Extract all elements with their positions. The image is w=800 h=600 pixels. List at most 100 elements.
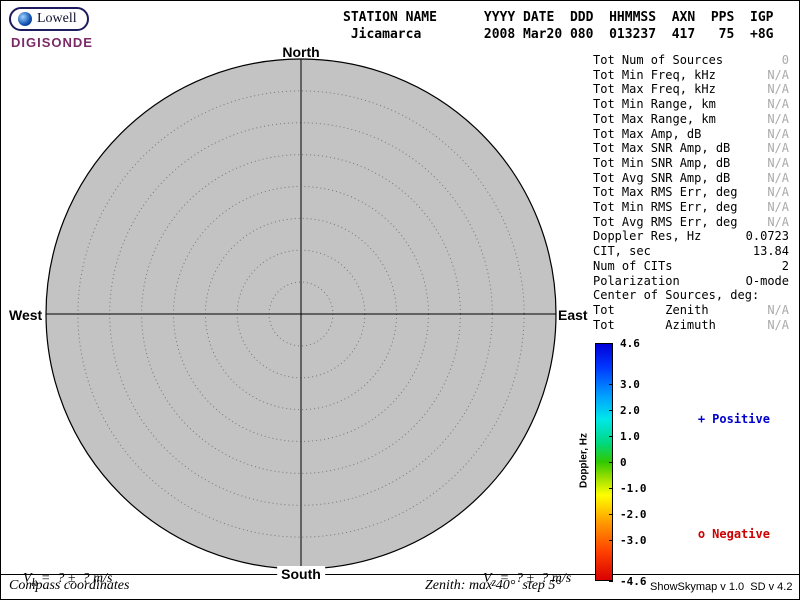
stat-label: Polarization: [593, 273, 680, 288]
stat-label: Tot Min RMS Err, deg: [593, 200, 738, 215]
version-label: ShowSkymap v 1.0 SD v 4.2: [650, 581, 793, 593]
stat-value: N/A: [767, 141, 789, 156]
colorbar-tick-mark: [609, 487, 613, 489]
stat-value: N/A: [767, 67, 789, 82]
stat-value: N/A: [767, 111, 789, 126]
stat-value: N/A: [767, 214, 789, 229]
stat-row: Tot Min RMS Err, deg N/A: [593, 200, 789, 215]
stat-label: Tot Num of Sources: [593, 53, 724, 67]
zenith-scale-label: Zenith: max 40° step 5°: [425, 578, 562, 593]
stat-value: N/A: [767, 302, 789, 317]
stat-label: Tot Zenith: [593, 302, 709, 317]
logo-brand-text: Lowell: [37, 11, 77, 26]
stat-row: Tot Min Freq, kHz N/A: [593, 68, 789, 83]
positive-legend: + Positive: [669, 398, 770, 440]
colorbar-tick-label: 2.0: [620, 404, 640, 418]
colorbar-tick-mark: [609, 462, 613, 463]
south-label: South: [277, 566, 325, 582]
stat-value: 2: [781, 258, 789, 273]
stat-label: Tot Azimuth: [593, 317, 716, 332]
stat-row: Tot Min Range, km N/A: [593, 97, 789, 112]
colorbar-tick-label: 0: [620, 456, 627, 469]
stat-value: 13.84: [752, 244, 789, 259]
stat-value: N/A: [767, 185, 789, 200]
colorbar-tick-label: -4.6: [620, 575, 647, 588]
north-label: North: [282, 44, 320, 60]
colorbar-tick-mark: [609, 410, 613, 412]
positive-label: Positive: [712, 412, 770, 426]
globe-icon: [18, 12, 32, 26]
stat-label: Tot Max Amp, dB: [593, 126, 702, 141]
negative-legend: o Negative: [669, 513, 770, 555]
colorbar-tick-mark: [609, 513, 613, 515]
digisonde-wordmark: DIGISONDE: [11, 35, 93, 50]
stat-row: Tot Max RMS Err, deg N/A: [593, 185, 789, 200]
colorbar-tick-label: -3.0: [620, 533, 647, 547]
circle-icon: o: [697, 527, 706, 541]
stat-row: Tot Num of Sources 0: [593, 53, 789, 68]
colorbar-tick-mark: [609, 436, 613, 438]
colorbar: 4.6 3.0 2.0 1.0 0 -1.0 -2.0 -3.0 -4.6: [595, 337, 647, 588]
stat-label: Tot Min Freq, kHz: [593, 67, 716, 82]
stat-value: N/A: [767, 170, 789, 185]
stat-row: CIT, sec 13.84: [593, 244, 789, 259]
stat-value: N/A: [767, 82, 789, 97]
stat-label: Tot Max Range, km: [593, 111, 716, 126]
vz-subscript: z: [491, 575, 497, 589]
vh-subscript: h: [31, 575, 38, 589]
colorbar-tick-label: 1.0: [620, 430, 640, 444]
stat-row: Polarization O-mode: [593, 274, 789, 289]
stat-row: Tot Max Freq, kHz N/A: [593, 82, 789, 97]
vh-symbol: V: [23, 571, 32, 586]
stat-row: Tot Max SNR Amp, dB N/A: [593, 141, 789, 156]
stat-value: 0: [781, 53, 789, 67]
colorbar-title: Doppler, Hz: [578, 433, 590, 489]
stat-row: Tot Azimuth N/A: [593, 318, 789, 333]
stat-label: Doppler Res, Hz: [593, 229, 702, 244]
colorbar-tick-label: 3.0: [620, 378, 640, 392]
west-label: West: [9, 307, 43, 323]
vz-symbol: V: [483, 571, 492, 586]
stat-value: N/A: [767, 155, 789, 170]
stat-value: 0.0723: [745, 229, 789, 244]
coordinate-system-label: Compass coordinates: [9, 578, 130, 593]
plus-icon: +: [697, 412, 706, 426]
colorbar-tick-mark: [609, 343, 613, 344]
header-block: STATION NAME YYYY DATE DDD HHMMSS AXN PP…: [343, 9, 773, 43]
stat-row: Tot Max Amp, dB N/A: [593, 127, 789, 142]
stat-row: Center of Sources, deg:: [593, 288, 789, 303]
negative-label: Negative: [712, 527, 770, 541]
colorbar-tick-mark: [609, 384, 613, 386]
stat-value: N/A: [767, 317, 789, 332]
stat-row: Tot Min SNR Amp, dB N/A: [593, 156, 789, 171]
stat-value: O-mode: [745, 273, 789, 288]
colorbar-tick-label: -1.0: [620, 481, 647, 495]
stat-label: Tot Max SNR Amp, dB: [593, 141, 731, 156]
colorbar-tick-mark: [609, 581, 613, 582]
stat-row: Num of CITs 2: [593, 259, 789, 274]
stat-label: Center of Sources, deg:: [593, 288, 760, 303]
stat-value: N/A: [767, 200, 789, 215]
colorbar-tick-label: -2.0: [620, 507, 647, 521]
stat-label: CIT, sec: [593, 244, 651, 259]
header-column-titles: STATION NAME YYYY DATE DDD HHMMSS AXN PP…: [343, 10, 774, 25]
stat-value: N/A: [767, 97, 789, 112]
stat-row: Tot Zenith N/A: [593, 303, 789, 318]
stat-row: Doppler Res, Hz 0.0723: [593, 229, 789, 244]
header-column-values: Jicamarca 2008 Mar20 080 013237 417 75 +…: [343, 27, 774, 42]
colorbar-tick-mark: [609, 539, 613, 541]
lowell-logo: Lowell: [9, 7, 89, 31]
east-label: East: [558, 307, 588, 323]
stat-row: Tot Max Range, km N/A: [593, 112, 789, 127]
stat-label: Num of CITs: [593, 258, 673, 273]
stat-label: Tot Avg RMS Err, deg: [593, 214, 738, 229]
stat-label: Tot Min SNR Amp, dB: [593, 155, 731, 170]
stat-row: Tot Avg SNR Amp, dB N/A: [593, 171, 789, 186]
stat-label: Tot Avg SNR Amp, dB: [593, 170, 731, 185]
stat-row: Tot Avg RMS Err, deg N/A: [593, 215, 789, 230]
stat-label: Tot Min Range, km: [593, 97, 716, 112]
footer-separator: [1, 574, 799, 575]
colorbar-tick-label: 4.6: [620, 337, 640, 350]
